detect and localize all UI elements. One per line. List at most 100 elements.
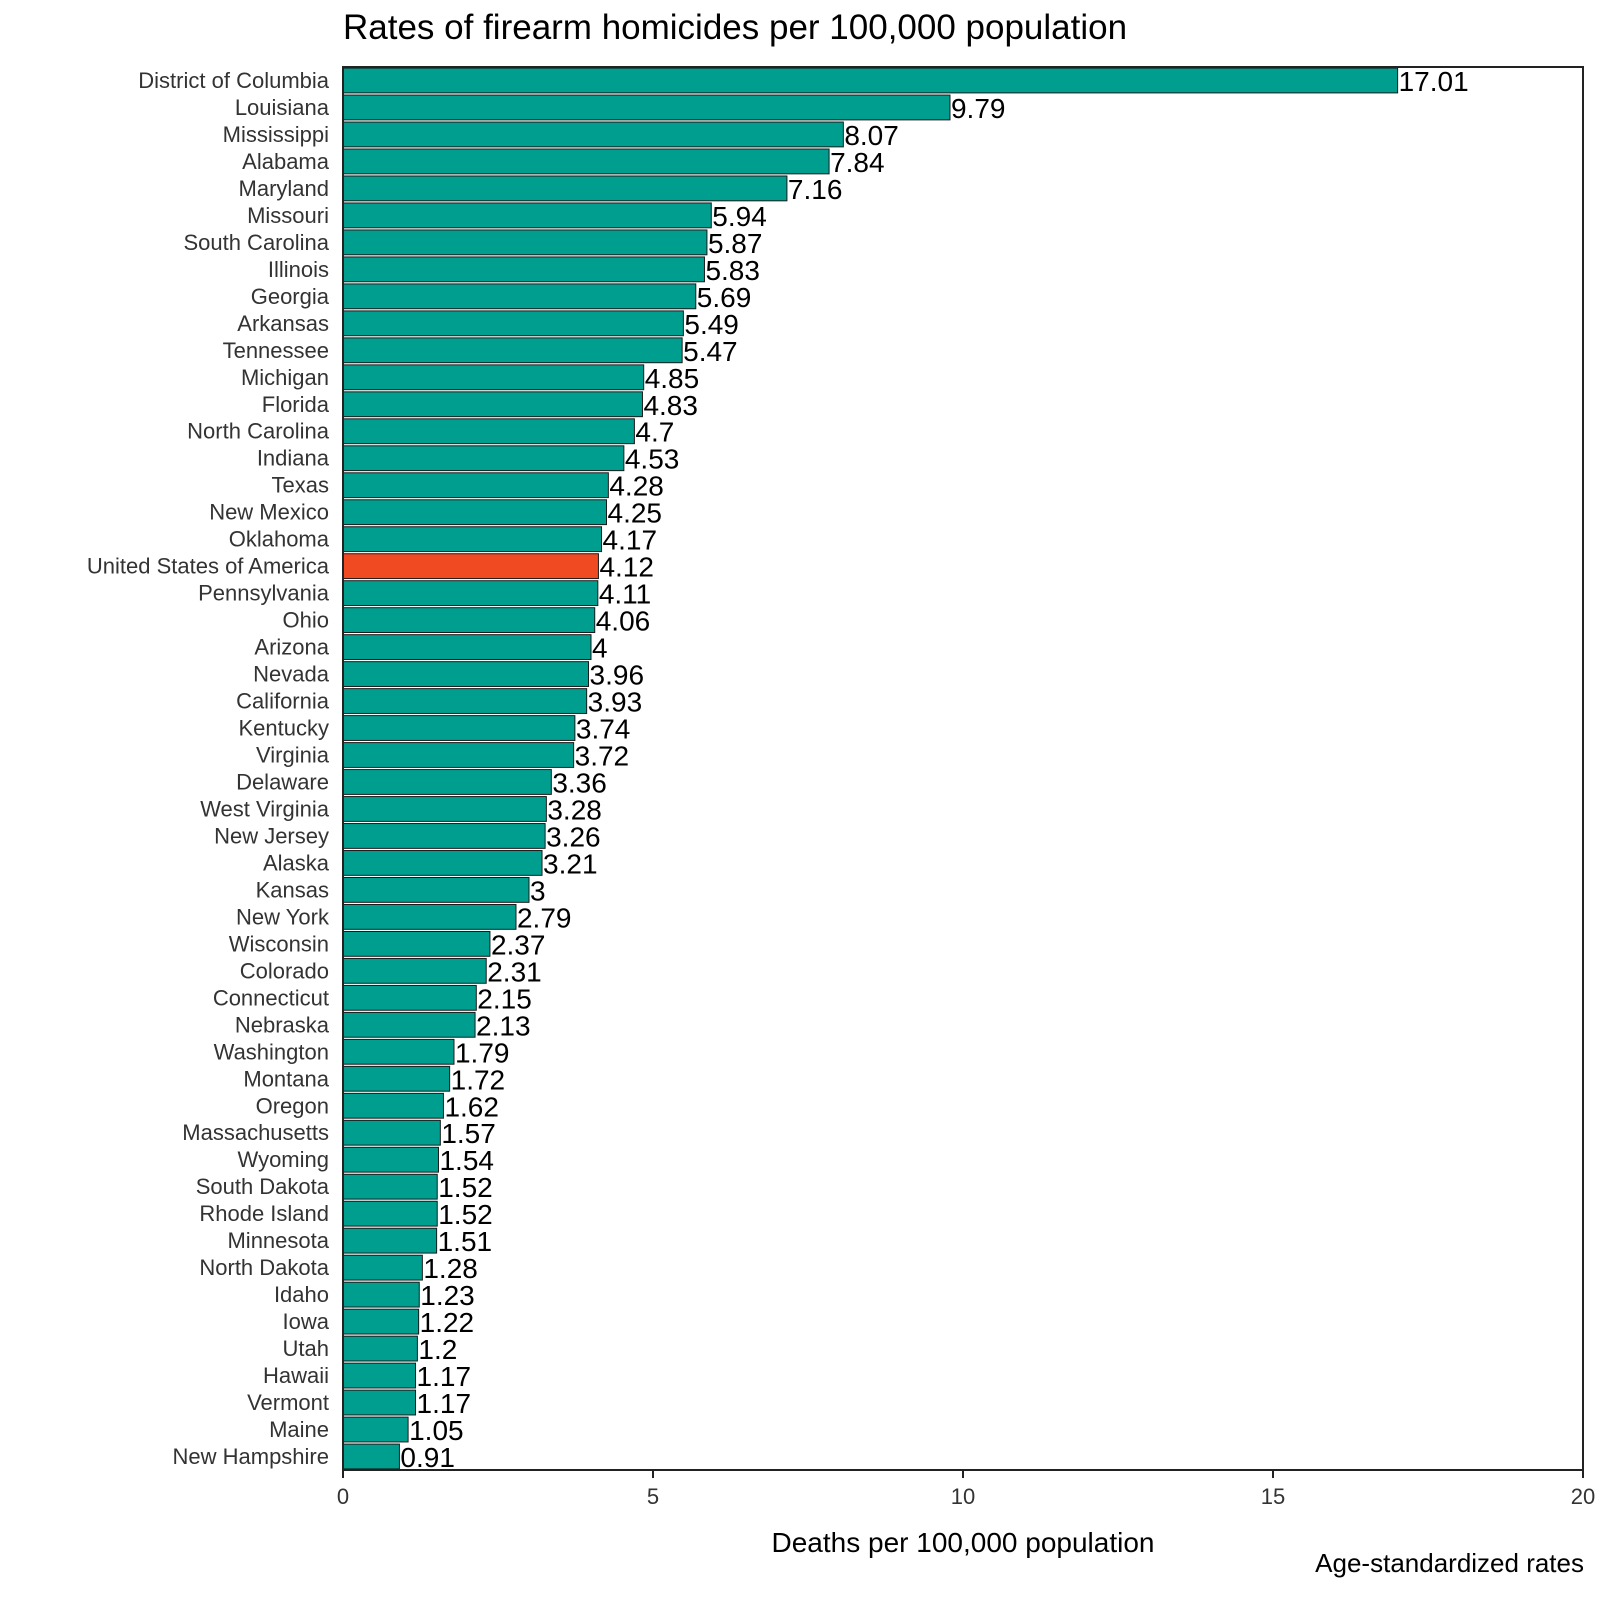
category-label: Maine	[269, 1417, 329, 1442]
bar-west-virginia	[342, 796, 547, 822]
bar-missouri	[342, 202, 712, 229]
category-label: Montana	[243, 1066, 329, 1091]
value-label: 3.21	[543, 848, 598, 879]
bar-arkansas	[342, 310, 684, 337]
value-label: 3.26	[546, 821, 601, 852]
value-label: 4.85	[645, 363, 700, 394]
bar-kentucky	[342, 715, 576, 741]
bar-california	[342, 688, 588, 714]
bar-south-dakota	[342, 1173, 438, 1200]
value-label: 2.31	[487, 956, 541, 987]
bar-hawaii	[342, 1362, 417, 1389]
bar-rhode-island	[342, 1200, 438, 1227]
value-label: 3.74	[576, 714, 631, 745]
value-label: 7.16	[788, 174, 843, 205]
category-label: Alaska	[263, 850, 330, 875]
bar-alaska	[342, 850, 543, 876]
category-label: Oklahoma	[229, 527, 330, 552]
bar-new-york	[342, 903, 517, 930]
value-label: 1.17	[417, 1361, 472, 1392]
bar-florida	[342, 391, 643, 418]
value-label: 4.7	[635, 417, 674, 448]
category-label: Michigan	[241, 365, 329, 390]
value-label: 1.23	[420, 1280, 475, 1311]
bar-pennsylvania	[342, 580, 599, 607]
category-label: Maryland	[239, 176, 329, 201]
bar-wisconsin	[342, 930, 491, 957]
bar-minnesota	[342, 1227, 438, 1254]
bar-tennessee	[342, 337, 683, 364]
value-label: 4.11	[599, 579, 651, 610]
value-label: 1.17	[417, 1388, 472, 1419]
x-axis-title: Deaths per 100,000 population	[772, 1527, 1155, 1558]
chart-caption: Age-standardized rates	[1315, 1548, 1584, 1578]
bar-district-of-columbia	[342, 67, 1399, 94]
bar-wyoming	[342, 1146, 439, 1173]
category-label: South Dakota	[196, 1174, 330, 1199]
x-tick-label: 0	[337, 1484, 349, 1509]
category-label: Kentucky	[239, 716, 330, 741]
category-label: New Hampshire	[173, 1444, 330, 1469]
category-label: New Mexico	[209, 500, 329, 525]
category-label: Kansas	[256, 877, 329, 902]
value-label: 1.62	[444, 1091, 499, 1122]
bar-vermont	[342, 1389, 417, 1416]
category-label: North Carolina	[187, 419, 330, 444]
category-label: Vermont	[247, 1390, 329, 1415]
category-label: Massachusetts	[182, 1120, 329, 1145]
value-label: 7.84	[830, 147, 885, 178]
category-label: Florida	[262, 392, 330, 417]
value-label: 1.57	[441, 1118, 496, 1149]
category-label: Iowa	[283, 1309, 330, 1334]
x-tick-label: 15	[1261, 1484, 1285, 1509]
category-label: Arizona	[254, 635, 329, 660]
value-label: 1.05	[409, 1415, 464, 1446]
bar-north-dakota	[342, 1254, 423, 1281]
category-label: South Carolina	[183, 230, 329, 255]
bar-oregon	[342, 1092, 444, 1119]
value-label: 5.49	[684, 309, 739, 340]
value-label: 3.93	[588, 687, 643, 718]
value-label: 2.79	[517, 902, 572, 933]
value-label: 3.36	[552, 767, 607, 798]
category-label: Ohio	[283, 608, 329, 633]
category-label: New Jersey	[214, 823, 329, 848]
bar-nevada	[342, 661, 590, 687]
category-label: Delaware	[236, 769, 329, 794]
value-label: 3	[530, 875, 546, 906]
category-label: Pennsylvania	[198, 581, 330, 606]
value-label: 0.91	[400, 1442, 455, 1473]
bar-indiana	[342, 445, 625, 472]
value-label: 9.79	[951, 93, 1006, 124]
value-label: 4.28	[609, 471, 664, 502]
x-tick-label: 20	[1571, 1484, 1595, 1509]
bar-utah	[342, 1335, 418, 1362]
value-label: 17.01	[1399, 66, 1469, 97]
value-label: 1.52	[438, 1172, 493, 1203]
bar-louisiana	[342, 94, 951, 121]
category-label: Oregon	[256, 1093, 329, 1118]
value-label: 5.87	[708, 228, 763, 259]
bar-alabama	[342, 148, 830, 175]
value-label: 1.79	[455, 1037, 510, 1068]
bar-massachusetts	[342, 1119, 441, 1146]
chart-title: Rates of firearm homicides per 100,000 p…	[343, 8, 1128, 47]
bar-illinois	[342, 256, 705, 283]
value-label: 3.96	[590, 660, 645, 691]
value-label: 1.54	[439, 1145, 494, 1176]
value-label: 1.72	[451, 1064, 506, 1095]
category-label: District of Columbia	[138, 68, 329, 93]
value-label: 4.25	[608, 498, 663, 529]
category-label: Missouri	[247, 203, 329, 228]
bars-layer	[342, 67, 1399, 1470]
category-label: Colorado	[240, 958, 329, 983]
category-label: New York	[236, 904, 330, 929]
value-label: 1.51	[438, 1226, 493, 1257]
bar-ohio	[342, 607, 596, 634]
category-label: Utah	[283, 1336, 329, 1361]
value-label: 4.53	[625, 444, 680, 475]
bar-south-carolina	[342, 229, 708, 256]
bar-oklahoma	[342, 526, 603, 553]
x-tick-label: 10	[951, 1484, 975, 1509]
